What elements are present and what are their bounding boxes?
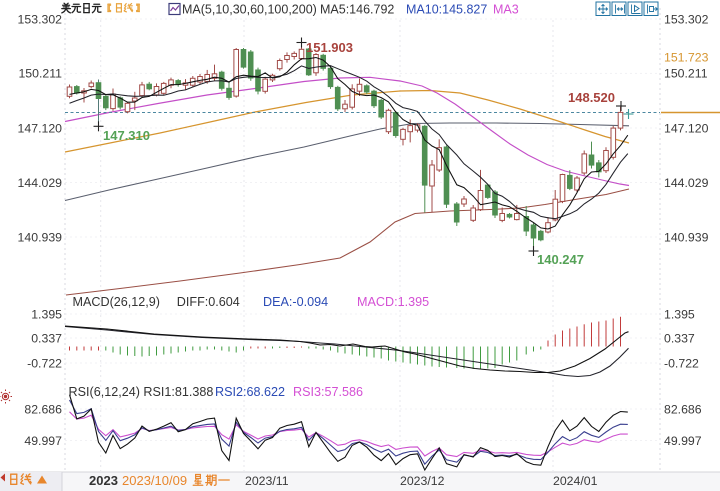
- svg-text:RSI2:68.622: RSI2:68.622: [215, 385, 285, 399]
- svg-text:2023/12: 2023/12: [400, 474, 445, 488]
- svg-text:MACD:1.395: MACD:1.395: [357, 295, 429, 309]
- svg-text:2023: 2023: [89, 473, 118, 488]
- svg-text:150.211: 150.211: [18, 67, 62, 81]
- svg-text:151.723: 151.723: [664, 51, 709, 65]
- svg-text:-0.722: -0.722: [27, 356, 62, 370]
- svg-text:147.120: 147.120: [664, 121, 709, 135]
- svg-text:140.939: 140.939: [664, 230, 709, 244]
- svg-text:153.302: 153.302: [664, 12, 709, 26]
- svg-text:2023/10/09: 2023/10/09: [122, 473, 187, 488]
- svg-text:DEA:-0.094: DEA:-0.094: [263, 295, 328, 309]
- svg-text:140.247: 140.247: [537, 252, 584, 267]
- svg-text:DIFF:0.604: DIFF:0.604: [177, 295, 240, 309]
- svg-text:0.337: 0.337: [31, 331, 62, 345]
- svg-text:MA3: MA3: [493, 3, 519, 17]
- svg-text:2023/11: 2023/11: [245, 474, 289, 488]
- svg-text:151.903: 151.903: [306, 40, 353, 55]
- svg-text:MACD(26,12,9): MACD(26,12,9): [73, 295, 161, 309]
- svg-text:153.302: 153.302: [18, 12, 63, 26]
- svg-text:0.337: 0.337: [664, 331, 695, 345]
- svg-text:MA5:146.792: MA5:146.792: [320, 3, 394, 17]
- svg-text:MA(5,10,30,60,100,200): MA(5,10,30,60,100,200): [182, 3, 317, 17]
- svg-text:144.029: 144.029: [664, 176, 709, 190]
- svg-text:49.997: 49.997: [24, 434, 62, 448]
- svg-text:144.029: 144.029: [18, 176, 63, 190]
- svg-text:-0.722: -0.722: [664, 356, 699, 370]
- svg-text:140.939: 140.939: [18, 230, 63, 244]
- svg-text:RSI1:81.388: RSI1:81.388: [143, 385, 213, 399]
- svg-text:82.686: 82.686: [24, 402, 62, 416]
- svg-text:148.520: 148.520: [568, 90, 615, 105]
- svg-text:1.395: 1.395: [31, 307, 62, 321]
- svg-text:MA10:145.827: MA10:145.827: [406, 3, 487, 17]
- svg-text:RSI3:57.586: RSI3:57.586: [293, 385, 363, 399]
- svg-text:82.686: 82.686: [664, 402, 702, 416]
- svg-text:147.120: 147.120: [18, 121, 63, 135]
- svg-text:150.211: 150.211: [664, 67, 708, 81]
- svg-text:1.395: 1.395: [664, 307, 695, 321]
- svg-text:2024/01: 2024/01: [553, 474, 598, 488]
- svg-text:49.997: 49.997: [664, 434, 702, 448]
- svg-text:RSI(6,12,24): RSI(6,12,24): [69, 385, 140, 399]
- svg-text:147.310: 147.310: [103, 128, 150, 143]
